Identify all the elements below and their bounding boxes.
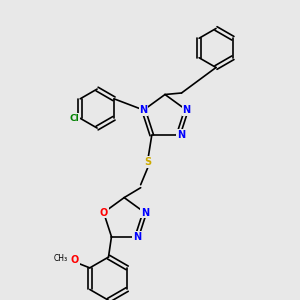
Text: N: N [133,232,141,242]
Text: N: N [177,130,185,140]
Text: O: O [70,255,79,266]
Text: N: N [182,105,190,115]
Text: N: N [141,208,149,218]
Text: CH₃: CH₃ [53,254,68,263]
Text: Cl: Cl [70,114,80,123]
Text: O: O [100,208,108,218]
Text: N: N [140,105,148,115]
Text: S: S [145,157,152,167]
